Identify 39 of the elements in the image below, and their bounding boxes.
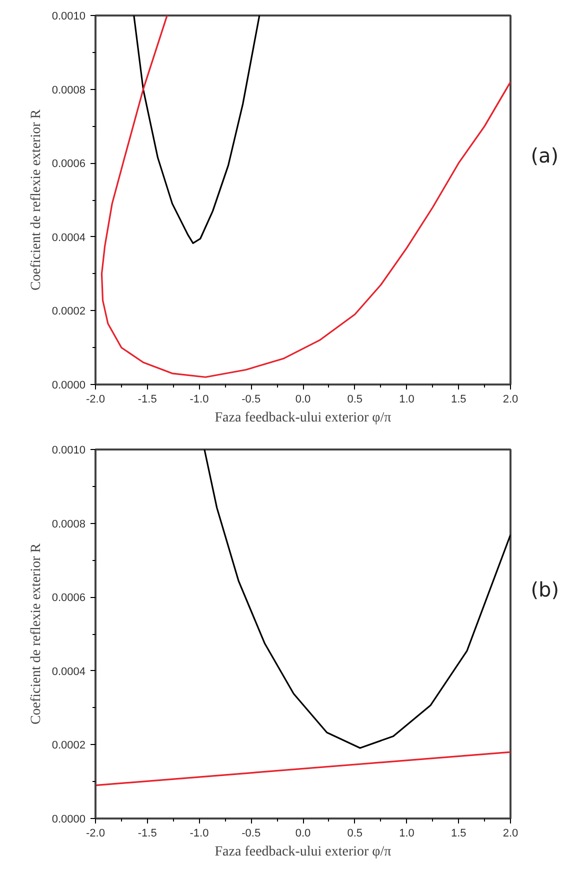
y-tick-label: 0.0000 [52,814,86,826]
x-tick-label: 0.0 [295,394,311,406]
x-tick-label: 0.5 [347,828,363,840]
x-tick-label: -0.5 [242,394,261,406]
y-tick-label: 0.0006 [52,592,86,604]
y-tick-label: 0.0002 [52,306,86,318]
x-tick-label: -0.5 [242,828,261,840]
line-series [133,16,260,244]
y-tick-label: 0.0004 [52,232,86,244]
x-tick-label: -1.5 [138,394,157,406]
x-tick-label: 2.0 [502,394,518,406]
y-tick-label: 0.0006 [52,158,86,170]
y-tick-label: 0.0000 [52,380,86,392]
x-tick-label: 1.5 [450,394,466,406]
line-series [100,16,510,378]
y-tick-label: 0.0008 [52,84,86,96]
y-tick-label: 0.0008 [52,518,86,530]
x-tick-label: -1.5 [138,828,157,840]
x-tick-label: -1.0 [190,394,209,406]
x-tick-label: -1.0 [190,828,209,840]
x-tick-label: 0.5 [347,394,363,406]
x-tick-label: 0.0 [295,828,311,840]
y-tick-label: 0.0010 [52,444,86,456]
y-tick-label: 0.0010 [52,10,86,22]
x-tick-label: 2.0 [502,828,518,840]
x-tick-label: -2.0 [86,394,105,406]
text: (a) [530,144,559,168]
x-tick-label: 1.0 [399,828,414,840]
x-tick-label: 1.5 [450,828,466,840]
x-axis-title: Faza feedback-ului exterior φ/π [214,410,392,426]
text: (b) [530,578,560,602]
x-axis-title: Faza feedback-ului exterior φ/π [214,844,392,860]
x-tick-label: 1.0 [399,394,414,406]
line-series [204,450,510,749]
x-tick-label: -2.0 [86,828,105,840]
y-tick-label: 0.0002 [52,740,86,752]
y-tick-label: 0.0004 [52,666,86,678]
y-axis-title: Coeficient de reflexie exterior R [28,108,44,291]
y-axis-title: Coeficient de reflexie exterior R [28,542,44,725]
